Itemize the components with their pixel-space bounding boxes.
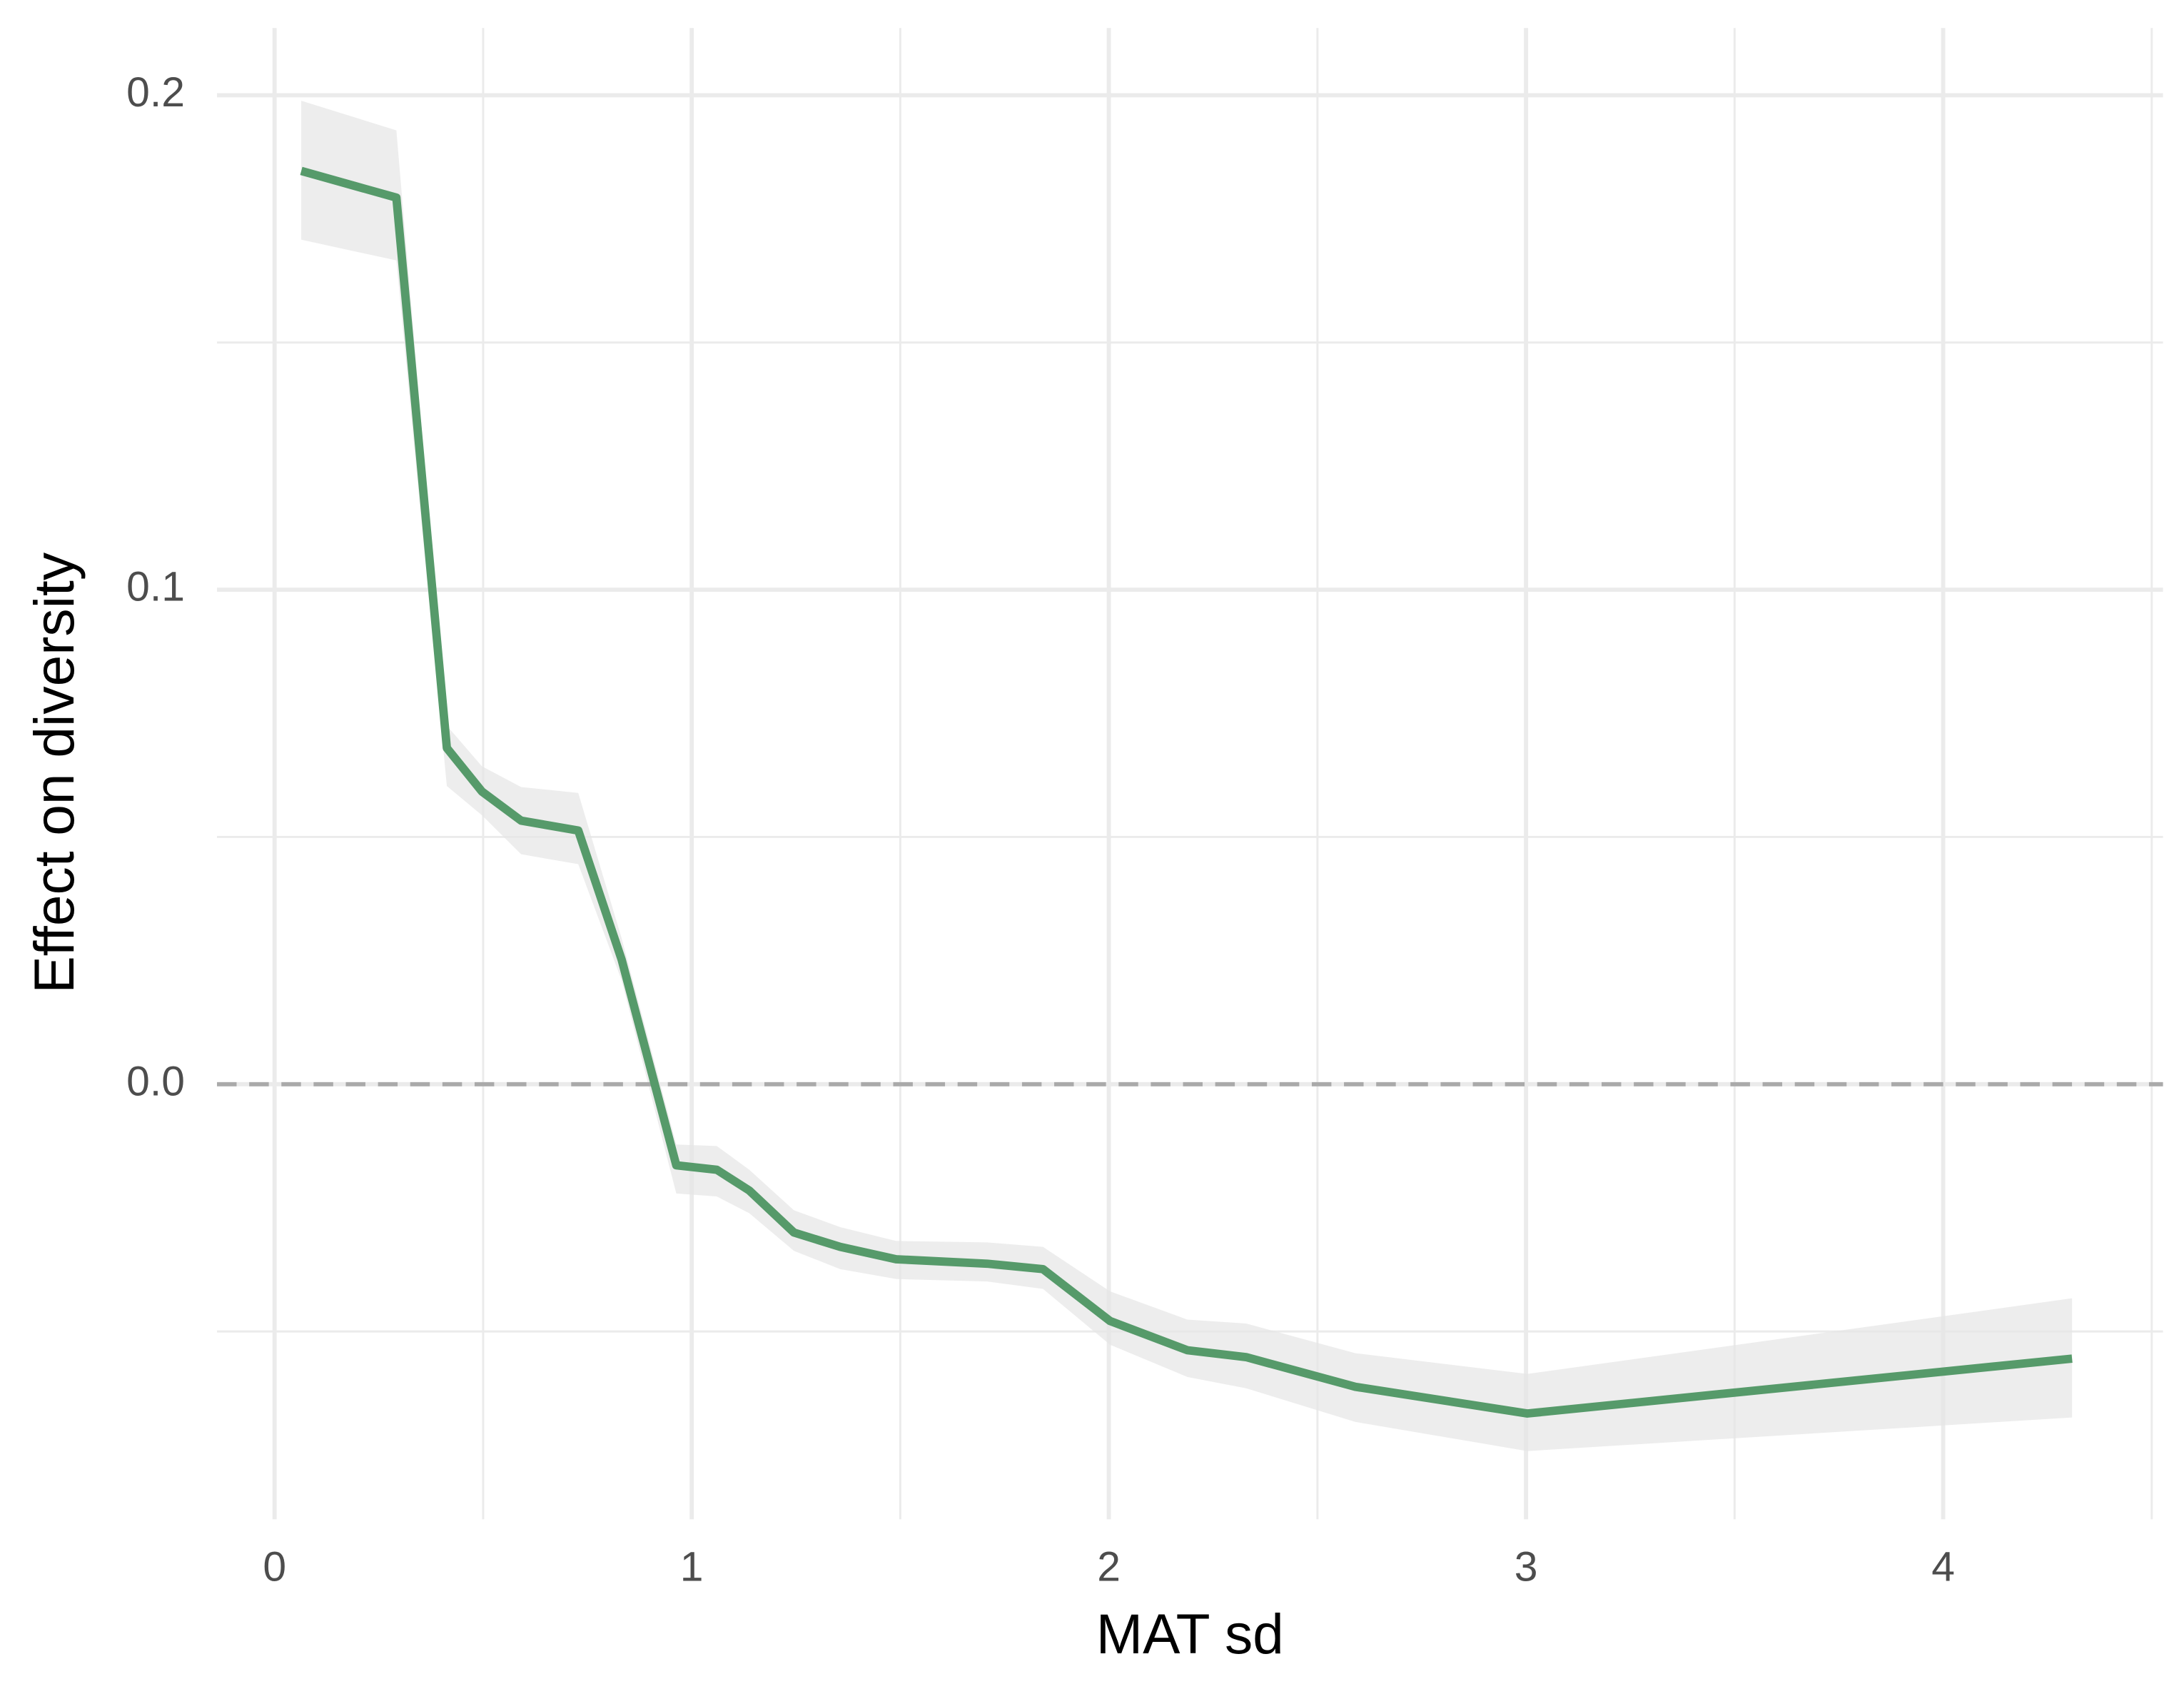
confidence-band [301, 101, 2073, 1451]
x-tick-label: 2 [1097, 1543, 1121, 1590]
y-tick-label: 0.2 [126, 69, 185, 116]
x-tick-label: 1 [680, 1543, 704, 1590]
y-tick-label: 0.0 [126, 1058, 185, 1104]
x-axis-title: MAT sd [1096, 1603, 1284, 1665]
x-tick-label: 3 [1515, 1543, 1538, 1590]
x-tick-label: 4 [1931, 1543, 1955, 1590]
x-tick-label: 0 [263, 1543, 286, 1590]
line [300, 166, 2073, 1418]
y-tick-label: 0.1 [126, 564, 185, 610]
y-axis-title: Effect on diversity [23, 552, 86, 994]
